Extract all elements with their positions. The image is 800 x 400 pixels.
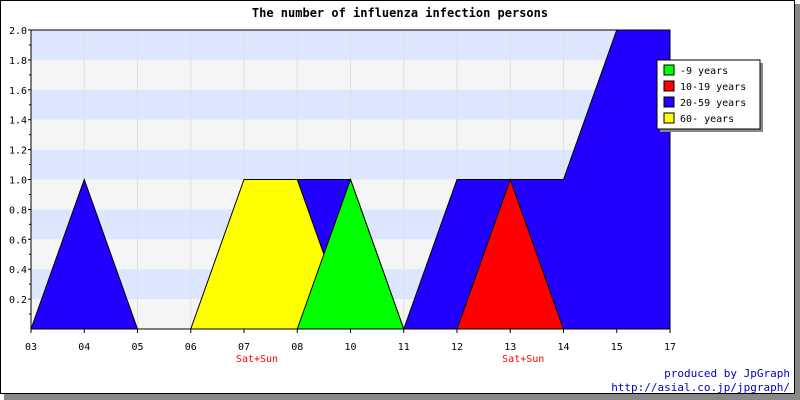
x-tick-label: 13: [504, 342, 516, 353]
legend-swatch: [663, 96, 675, 108]
plot-area: 0.2 0.4 0.6 0.8 1.0 1.2 1.4 1.6 1.8 2.0 03 04 05 06 07…: [9, 26, 763, 365]
x-tick-label: 04: [78, 342, 90, 353]
y-tick-label: 2.0: [9, 26, 27, 37]
legend-label: 60- years: [680, 114, 734, 125]
y-tick-label: 1.6: [9, 86, 27, 97]
legend-label: -9 years: [680, 66, 728, 77]
x-tick-label: 06: [185, 342, 197, 353]
x-tick-label: 15: [611, 342, 623, 353]
credit-line-1: produced by JpGraph: [664, 367, 790, 380]
chart-title: The number of influenza infection person…: [252, 6, 548, 20]
y-tick-label: 0.2: [9, 295, 27, 306]
y-tick-label: 0.6: [9, 235, 27, 246]
legend-swatch: [663, 64, 675, 76]
x-tick-label: 17: [664, 342, 676, 353]
weekend-label: Sat+Sun: [502, 354, 544, 365]
y-tick-label: 1.2: [9, 146, 27, 157]
x-tick-label: 11: [398, 342, 410, 353]
y-tick-label: 1.4: [9, 116, 27, 127]
x-tick-label: 10: [344, 342, 356, 353]
y-tick-label: 0.4: [9, 265, 27, 276]
legend-label: 10-19 years: [680, 82, 746, 93]
x-tick-label: 14: [557, 342, 569, 353]
y-tick-label: 1.8: [9, 56, 27, 67]
legend-label: 20-59 years: [680, 98, 746, 109]
legend-swatch: [663, 80, 675, 92]
x-tick-label: 07: [238, 342, 250, 353]
x-tick-label: 05: [131, 342, 143, 353]
x-tick-label: 12: [451, 342, 463, 353]
x-tick-label: 03: [25, 342, 37, 353]
credit-line-2: http://asial.co.jp/jpgraph/: [611, 381, 790, 394]
y-tick-label: 0.8: [9, 205, 27, 216]
legend-swatch: [663, 112, 675, 124]
y-tick-label: 1.0: [9, 176, 27, 187]
weekend-label: Sat+Sun: [236, 354, 278, 365]
x-tick-label: 08: [291, 342, 303, 353]
